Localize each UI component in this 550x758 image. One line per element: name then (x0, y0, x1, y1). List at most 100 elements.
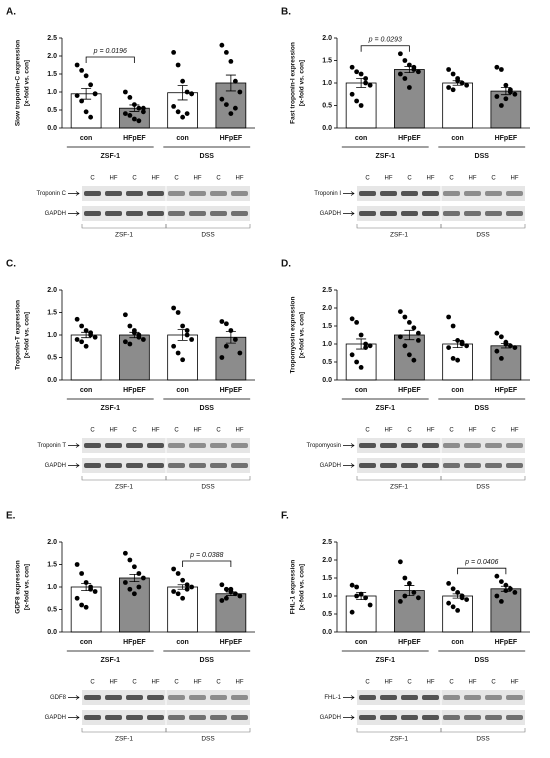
blot-arrow (68, 695, 80, 700)
blot-band (443, 463, 460, 468)
data-point (184, 586, 190, 592)
blot-band (443, 443, 460, 448)
data-point (455, 78, 461, 84)
data-point (446, 314, 452, 320)
lane-label: C (90, 680, 95, 686)
blot-band (126, 695, 143, 700)
blot-band (485, 695, 502, 700)
panel: D. Tropomyosin expression [x-fold vs. con]… (281, 259, 530, 491)
y-tick-label: 1.5 (47, 71, 57, 78)
data-point (175, 109, 181, 115)
data-point (232, 337, 238, 342)
data-point (140, 105, 146, 111)
blot-band (443, 695, 460, 700)
data-point (184, 332, 190, 338)
data-point (455, 338, 461, 343)
blot-band (401, 695, 418, 700)
blot-group-bracket (165, 224, 251, 229)
y-tick-label: 2.0 (47, 539, 57, 546)
blot-row-label: GDF8 (50, 695, 67, 701)
group-label: DSS (475, 153, 490, 160)
data-point (175, 591, 181, 597)
lane-label: C (491, 176, 496, 182)
y-axis-label: [x-fold vs. con] (299, 564, 306, 610)
error-bar (225, 74, 236, 92)
data-point (415, 330, 421, 336)
data-point (512, 345, 518, 350)
data-point (507, 89, 513, 95)
data-point (122, 339, 128, 345)
y-axis-label: Tropomyosin expression (290, 297, 297, 374)
data-point (180, 577, 186, 583)
blot-band (422, 191, 439, 196)
panel-label: B. (281, 7, 291, 18)
y-tick-label: 1.0 (47, 332, 57, 339)
blot-arrow (343, 443, 355, 448)
data-point (406, 320, 412, 325)
blot-band (401, 463, 418, 468)
data-point (450, 586, 456, 592)
lane-label: HF (236, 176, 244, 182)
blot-band (506, 715, 523, 720)
blot-group-label: DSS (476, 232, 490, 239)
lane-label: C (365, 176, 370, 182)
data-point (402, 593, 408, 599)
data-point (363, 345, 369, 350)
x-tick-label: HFpEF (220, 387, 243, 394)
data-point (406, 352, 412, 358)
blot-band (464, 211, 481, 216)
blot-group-label: ZSF-1 (115, 232, 133, 239)
data-point (219, 42, 225, 48)
lane-label: C (449, 680, 454, 686)
data-point (83, 343, 89, 349)
data-point (223, 343, 229, 349)
lane-label: C (449, 428, 454, 434)
data-point (228, 328, 234, 333)
x-tick-label: HFpEF (398, 639, 421, 646)
y-axis-label: [x-fold vs. con] (24, 312, 31, 358)
blot-band (422, 463, 439, 468)
x-tick-label: con (355, 639, 367, 646)
data-point (363, 76, 369, 81)
data-point (363, 341, 369, 347)
lane-label: C (90, 428, 95, 434)
data-point (363, 595, 369, 601)
data-point (131, 116, 137, 122)
blot-band (189, 443, 206, 448)
lane-label: HF (152, 680, 160, 686)
y-tick-label: 2.0 (47, 53, 57, 60)
lane-label: C (365, 428, 370, 434)
data-point (219, 96, 225, 102)
data-point (450, 71, 456, 77)
lane-label: HF (194, 176, 202, 182)
data-point (354, 593, 360, 599)
x-tick-label: HFpEF (495, 135, 518, 142)
data-point (498, 103, 504, 108)
lane-label: HF (194, 680, 202, 686)
blot-group-bracket (165, 476, 251, 481)
blot-band (380, 211, 397, 216)
lane-label: HF (427, 176, 435, 182)
data-point (397, 71, 403, 77)
data-point (79, 68, 85, 73)
data-point (92, 589, 98, 594)
data-point (88, 114, 94, 120)
x-tick-label: HFpEF (398, 135, 421, 142)
blot-band (189, 211, 206, 216)
data-point (446, 85, 452, 90)
data-point (402, 314, 408, 320)
lane-label: HF (236, 680, 244, 686)
data-point (171, 305, 177, 311)
data-point (464, 597, 470, 602)
data-point (171, 343, 177, 349)
x-tick-label: HFpEF (398, 387, 421, 394)
group-label: ZSF-1 (101, 657, 121, 664)
data-point (367, 82, 373, 88)
lane-label: C (132, 428, 137, 434)
data-point (450, 87, 456, 93)
blot-group-bracket (165, 728, 251, 733)
data-point (411, 325, 417, 331)
data-point (219, 355, 225, 360)
data-point (184, 89, 190, 95)
lane-label: C (216, 428, 221, 434)
